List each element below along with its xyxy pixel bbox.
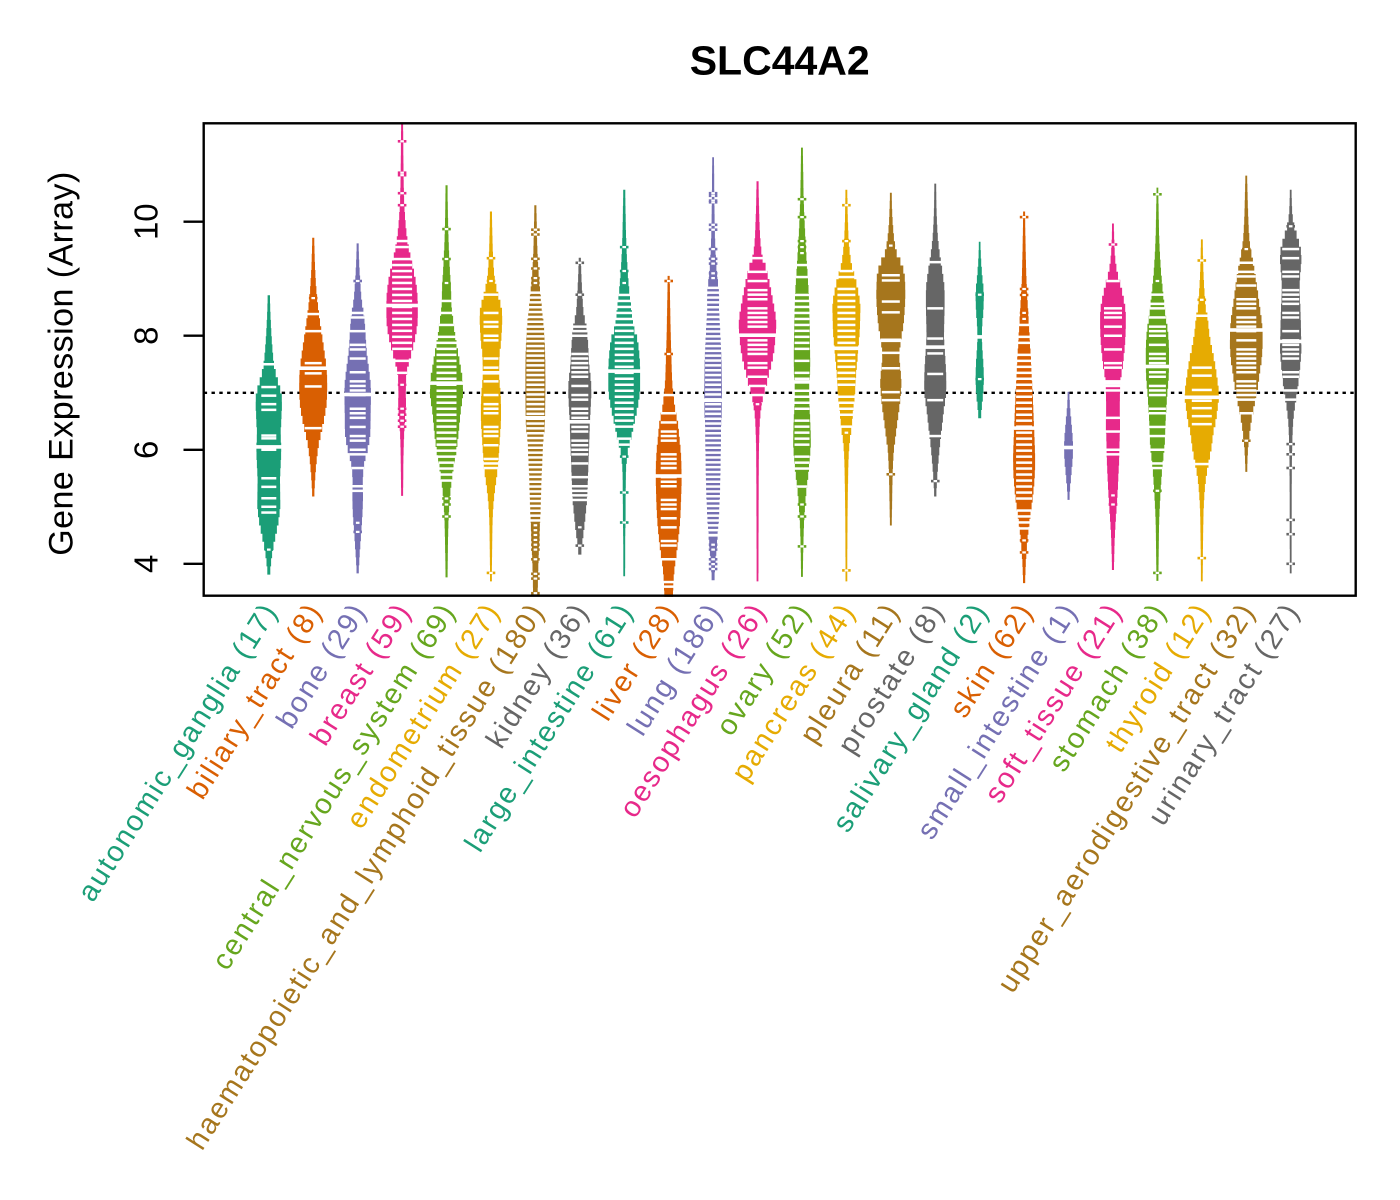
svg-text:4: 4: [128, 555, 165, 573]
svg-text:SLC44A2: SLC44A2: [690, 38, 870, 84]
svg-text:10: 10: [128, 203, 165, 240]
svg-text:6: 6: [128, 441, 165, 459]
svg-text:8: 8: [128, 327, 165, 345]
svg-text:Gene Expression (Array): Gene Expression (Array): [43, 171, 81, 555]
